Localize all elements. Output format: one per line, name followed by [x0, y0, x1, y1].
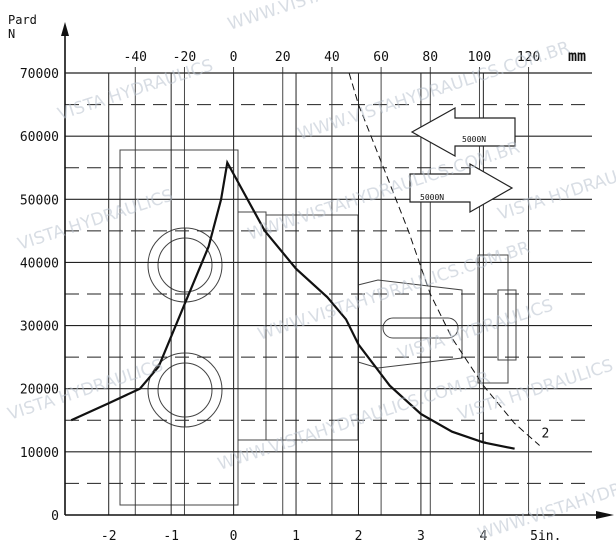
x-tick-label-mm: -40 — [124, 50, 147, 65]
x-tick-label-mm: 0 — [230, 50, 238, 65]
arrow-right-label: 5000N — [420, 193, 444, 202]
x-tick-label-in: 1 — [292, 529, 300, 544]
x-axis-arrow — [596, 511, 614, 519]
x-tick-label-in: 3 — [417, 529, 425, 544]
y-axis-arrow — [61, 22, 69, 36]
arrow-left-label: 5000N — [462, 135, 486, 144]
x-tick-label-in: 5in. — [530, 529, 561, 544]
y-axis-label-line: N — [8, 27, 15, 41]
y-tick-label: 60000 — [20, 130, 59, 145]
x-tick-label-mm: 60 — [373, 50, 389, 65]
x-tick-label-in: 2 — [355, 529, 363, 544]
x-tick-label-mm: 80 — [422, 50, 438, 65]
x-tick-label-in: -1 — [163, 529, 179, 544]
y-tick-label: 50000 — [20, 193, 59, 208]
series-label-1: 1 — [479, 432, 487, 447]
series-label-2: 2 — [542, 427, 550, 442]
watermark-text: WWW.VISTAHYDRAULICS.COM.BR — [225, 0, 502, 35]
y-tick-label: 0 — [51, 509, 59, 524]
y-tick-label: 30000 — [20, 320, 59, 335]
x-tick-label-in: -2 — [101, 529, 117, 544]
y-axis-label-line: Pard — [8, 13, 37, 27]
y-tick-label: 40000 — [20, 256, 59, 271]
watermark-text: WWW.VISTAHYDRAULICS.COM.BR — [215, 368, 492, 475]
y-tick-label: 70000 — [20, 67, 59, 82]
watermark-text: VISTA HYDRAULICS — [495, 156, 616, 225]
x-tick-label-mm: 20 — [275, 50, 291, 65]
x-tick-label-in: 0 — [230, 529, 238, 544]
x-tick-label-mm: 40 — [324, 50, 340, 65]
watermark-text: VISTA HYDRAULICS — [395, 296, 555, 365]
y-tick-label: 10000 — [20, 446, 59, 461]
